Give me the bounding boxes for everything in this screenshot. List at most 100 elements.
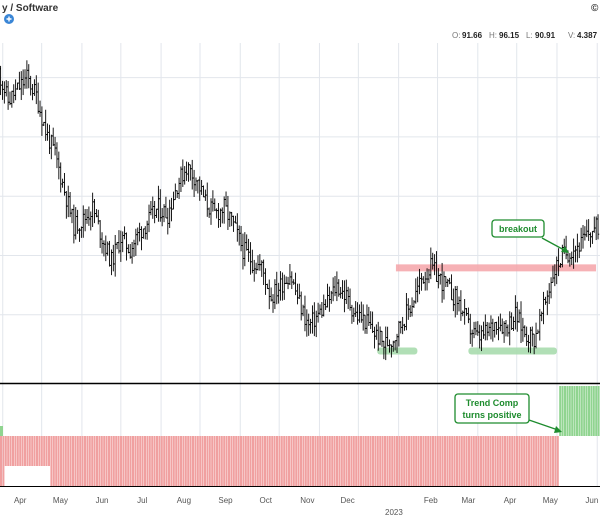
indicator-bar-130 — [312, 436, 314, 486]
indicator-bar-113 — [271, 436, 274, 486]
resistance-zone — [395, 264, 596, 272]
indicator-blip — [0, 426, 3, 436]
trend-comp-arrow — [528, 419, 559, 431]
indicator-bar-2 — [4, 436, 7, 466]
indicator-bar-216 — [518, 436, 521, 486]
indicator-bar-151 — [362, 436, 365, 486]
indicator-bar-149 — [357, 436, 360, 486]
indicator-bar-28 — [67, 436, 70, 486]
indicator-bar-138 — [331, 436, 334, 486]
indicator-bar-167 — [400, 436, 403, 486]
indicator-bar-56 — [134, 436, 137, 486]
indicator-bar-101 — [242, 436, 245, 486]
x-tick-label-3: Jun — [96, 496, 109, 505]
indicator-bar-247 — [592, 386, 595, 436]
indicator-bar-154 — [369, 436, 372, 486]
indicator-bar-95 — [228, 436, 230, 486]
indicator-bar-168 — [403, 436, 406, 486]
indicator-bar-143 — [343, 436, 346, 486]
indicator-bar-53 — [127, 436, 130, 486]
indicator-bar-14 — [33, 436, 36, 486]
x-tick-label-5: Aug — [177, 496, 191, 505]
indicator-bar-204 — [489, 436, 492, 486]
open-label: O: — [452, 31, 460, 40]
x-tick-label-2: May — [53, 496, 68, 505]
indicator-bar-71 — [170, 436, 173, 486]
indicator-bar-142 — [340, 436, 343, 486]
indicator-bar-69 — [165, 436, 168, 486]
x-tick-label-9: Dec — [341, 496, 355, 505]
indicator-bar-197 — [472, 436, 475, 486]
indicator-bar-217 — [520, 436, 523, 486]
indicator-bar-75 — [180, 436, 182, 486]
indicator-bar-199 — [477, 436, 480, 486]
indicator-bar-231 — [554, 436, 557, 486]
indicator-bar-1 — [2, 436, 5, 486]
high-value: 96.15 — [499, 31, 520, 40]
indicator-bar-97 — [232, 436, 235, 486]
high-label: H: — [489, 31, 497, 40]
indicator-bar-6 — [14, 436, 17, 466]
indicator-bar-182 — [436, 436, 439, 486]
indicator-bar-205 — [492, 436, 494, 486]
breakout-arrow — [541, 237, 567, 252]
plus-circle-icon[interactable] — [4, 14, 14, 24]
indicator-bar-129 — [309, 436, 312, 486]
indicator-bar-39 — [93, 436, 96, 486]
indicator-bar-237 — [568, 386, 571, 436]
indicator-bar-4 — [9, 436, 12, 466]
ohlc-readout: O: 91.66 H: 96.15 L: 90.91 V: 4.387 — [452, 31, 598, 40]
indicator-bar-209 — [501, 436, 504, 486]
breakout-callout: breakout — [491, 219, 569, 253]
indicator-bar-147 — [352, 436, 355, 486]
support-zone-1 — [468, 347, 557, 355]
indicator-bar-40 — [96, 436, 98, 486]
indicator-bar-219 — [525, 436, 528, 486]
indicator-bar-47 — [112, 436, 115, 486]
indicator-bar-136 — [326, 436, 329, 486]
indicator-bar-8 — [19, 436, 22, 466]
indicator-bar-92 — [220, 436, 223, 486]
indicator-bar-139 — [333, 436, 336, 486]
indicator-bar-79 — [189, 436, 192, 486]
indicator-bar-60 — [144, 436, 146, 486]
indicator-bar-240 — [576, 386, 578, 436]
indicator-bar-24 — [57, 436, 60, 486]
indicator-bar-91 — [218, 436, 221, 486]
x-tick-label-4: Jul — [137, 496, 147, 505]
indicator-bar-44 — [105, 436, 108, 486]
indicator-bar-128 — [307, 436, 310, 486]
indicator-bar-189 — [453, 436, 456, 486]
indicator-bar-248 — [595, 386, 598, 436]
indicator-bar-103 — [247, 436, 250, 486]
indicator-bar-225 — [540, 436, 542, 486]
indicator-bar-241 — [578, 386, 581, 436]
indicator-bar-221 — [530, 436, 533, 486]
indicator-bar-111 — [266, 436, 269, 486]
indicator-bar-9 — [21, 436, 24, 466]
indicator-bar-106 — [254, 436, 257, 486]
indicator-bar-176 — [422, 436, 425, 486]
indicator-bar-11 — [26, 436, 29, 486]
indicator-bar-122 — [292, 436, 295, 486]
indicator-bar-62 — [148, 436, 151, 486]
indicator-bar-196 — [470, 436, 473, 486]
year-label: 2023 — [385, 508, 403, 517]
indicator-bar-25 — [60, 436, 62, 486]
trend-comp-box — [454, 393, 530, 424]
indicator-bar-195 — [468, 436, 470, 486]
indicator-bar-80 — [192, 436, 194, 486]
indicator-bar-78 — [187, 436, 190, 486]
indicator-bar-22 — [52, 436, 55, 486]
indicator-bar-94 — [225, 436, 228, 486]
indicator-bar-73 — [175, 436, 178, 486]
indicator-bar-242 — [580, 386, 583, 436]
chart-title: y / Software — [2, 3, 59, 14]
indicator-bar-134 — [321, 436, 324, 486]
indicator-bar-96 — [230, 436, 233, 486]
indicator-bar-215 — [516, 436, 518, 486]
indicator-bar-110 — [264, 436, 266, 486]
indicator-bar-193 — [463, 436, 466, 486]
